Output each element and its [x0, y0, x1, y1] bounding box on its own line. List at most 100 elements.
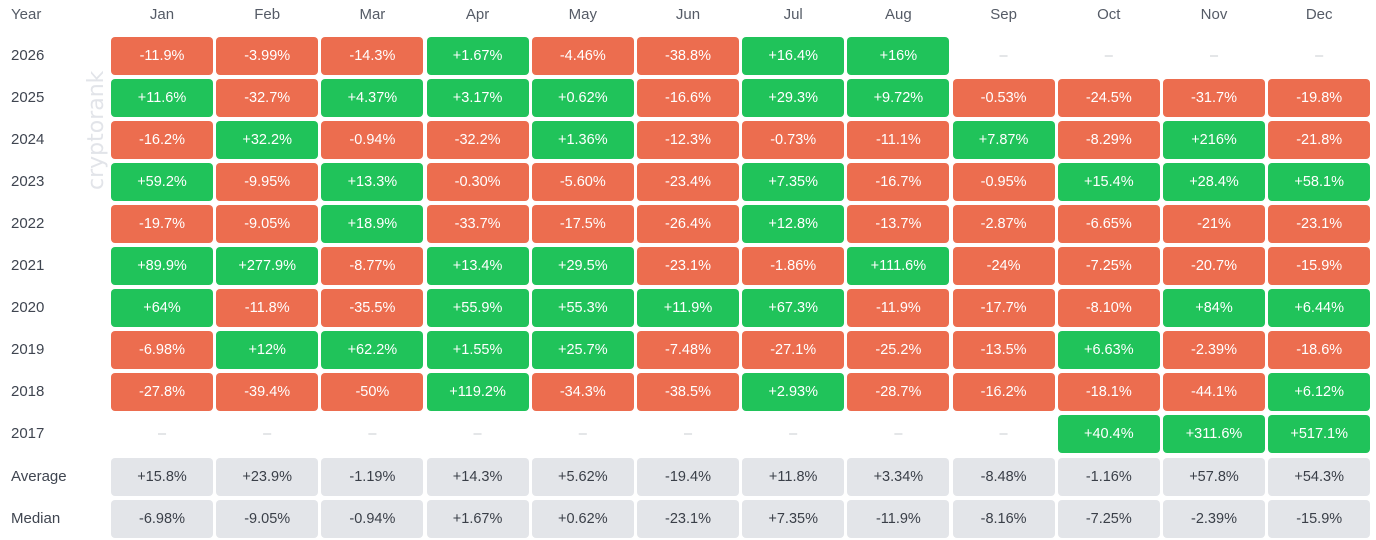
cell-2021-may: +29.5%: [531, 247, 634, 286]
cell-2025-nov: -31.7%: [1163, 79, 1265, 118]
cell-2022-nov: -21%: [1163, 205, 1265, 244]
cell-2024-sep: +7.87%: [952, 121, 1055, 160]
cell-2023-dec: +58.1%: [1268, 163, 1371, 202]
cell-2026-may: -4.46%: [531, 37, 634, 75]
cell-median-dec: -15.9%: [1268, 499, 1371, 538]
cell-median-nov: -2.39%: [1163, 499, 1265, 538]
cell-2023-nov: +28.4%: [1163, 163, 1265, 202]
cell-2019-apr: +1.55%: [426, 331, 529, 370]
cell-2021-oct: -7.25%: [1057, 247, 1160, 286]
cell-2023-feb: -9.95%: [216, 163, 319, 202]
row-label-2023: 2023: [11, 173, 45, 191]
cell-2019-nov: -2.39%: [1163, 331, 1265, 370]
cell-2020-may: +55.3%: [531, 289, 634, 328]
cell-2018-mar: -50%: [321, 373, 424, 412]
cell-2026-jul: +16.4%: [742, 37, 845, 75]
cell-2023-apr: -0.30%: [426, 163, 529, 202]
cell-2022-sep: -2.87%: [952, 205, 1055, 244]
cell-average-nov: +57.8%: [1163, 457, 1265, 496]
cell-2022-jul: +12.8%: [742, 205, 845, 244]
cell-2022-jan: -19.7%: [111, 205, 213, 244]
cell-median-jul: +7.35%: [742, 499, 845, 538]
cryptorank-watermark: cryptorank: [78, 40, 118, 190]
cell-2025-feb: -32.7%: [216, 79, 319, 118]
cell-2022-jun: -26.4%: [637, 205, 739, 244]
row-label-2019: 2019: [11, 341, 45, 359]
cell-average-may: +5.62%: [531, 457, 634, 496]
cell-2023-sep: -0.95%: [952, 163, 1055, 202]
row-label-2020: 2020: [11, 299, 45, 317]
cell-average-mar: -1.19%: [321, 457, 424, 496]
cell-median-apr: +1.67%: [426, 499, 529, 538]
cell-2021-dec: -15.9%: [1268, 247, 1371, 286]
cell-average-jun: -19.4%: [637, 457, 739, 496]
cell-2023-jun: -23.4%: [637, 163, 739, 202]
cell-2019-dec: -18.6%: [1268, 331, 1371, 370]
cell-2024-nov: +216%: [1163, 121, 1265, 160]
cell-2021-jul: -1.86%: [742, 247, 845, 286]
cell-2025-jan: +11.6%: [111, 79, 213, 118]
cell-average-oct: -1.16%: [1057, 457, 1160, 496]
cell-average-jul: +11.8%: [742, 457, 845, 496]
cell-average-aug: +3.34%: [847, 457, 950, 496]
svg-text:cryptorank: cryptorank: [84, 70, 109, 190]
cell-2020-nov: +84%: [1163, 289, 1265, 328]
cell-2020-dec: +6.44%: [1268, 289, 1371, 328]
cell-2021-aug: +111.6%: [847, 247, 950, 286]
cell-2023-aug: -16.7%: [847, 163, 950, 202]
cell-2018-jun: -38.5%: [637, 373, 739, 412]
cell-2017-apr: –: [473, 426, 482, 443]
cell-2018-oct: -18.1%: [1057, 373, 1160, 412]
cell-2019-feb: +12%: [216, 331, 319, 370]
month-header-may: May: [568, 6, 597, 23]
cell-2024-dec: -21.8%: [1268, 121, 1371, 160]
cell-2026-jun: -38.8%: [637, 37, 739, 75]
row-label-2025: 2025: [11, 89, 45, 107]
cell-2021-jan: +89.9%: [111, 247, 213, 286]
cell-2021-jun: -23.1%: [637, 247, 739, 286]
row-label-2018: 2018: [11, 383, 45, 401]
cell-2024-feb: +32.2%: [216, 121, 319, 160]
cell-2018-dec: +6.12%: [1268, 373, 1371, 412]
month-header-oct: Oct: [1097, 6, 1121, 23]
cell-2024-mar: -0.94%: [321, 121, 424, 160]
cell-2025-apr: +3.17%: [426, 79, 529, 118]
cell-average-feb: +23.9%: [216, 457, 319, 496]
cell-2026-aug: +16%: [847, 37, 950, 75]
cell-2026-jan: -11.9%: [111, 37, 213, 75]
cell-median-jan: -6.98%: [111, 499, 213, 538]
cell-2017-jun: –: [683, 426, 693, 443]
cell-2021-sep: -24%: [952, 247, 1055, 286]
row-label-2021: 2021: [11, 257, 45, 275]
cell-2019-jan: -6.98%: [111, 331, 213, 370]
cell-2017-nov: +311.6%: [1163, 415, 1265, 454]
cell-2019-jul: -27.1%: [742, 331, 845, 370]
cell-2020-jan: +64%: [111, 289, 213, 328]
year-column-header: Year: [11, 6, 42, 23]
cell-2024-jan: -16.2%: [111, 121, 213, 160]
month-header-dec: Dec: [1305, 6, 1333, 23]
cell-2025-sep: -0.53%: [952, 79, 1055, 118]
cell-2018-jul: +2.93%: [742, 373, 845, 412]
cell-2023-may: -5.60%: [531, 163, 634, 202]
cell-2017-sep: –: [999, 426, 1008, 443]
cell-2018-sep: -16.2%: [952, 373, 1055, 412]
cell-2019-jun: -7.48%: [637, 331, 739, 370]
cell-2021-nov: -20.7%: [1163, 247, 1265, 286]
cell-2026-feb: -3.99%: [216, 37, 319, 75]
cell-2026-dec: –: [1315, 48, 1324, 64]
cell-2022-mar: +18.9%: [321, 205, 424, 244]
cell-median-may: +0.62%: [531, 499, 634, 538]
cell-median-sep: -8.16%: [952, 499, 1055, 538]
cell-2022-dec: -23.1%: [1268, 205, 1371, 244]
cell-2017-dec: +517.1%: [1268, 415, 1371, 454]
month-header-nov: Nov: [1200, 6, 1228, 23]
cell-2024-aug: -11.1%: [847, 121, 950, 160]
cell-2020-aug: -11.9%: [847, 289, 950, 328]
cell-2025-mar: +4.37%: [321, 79, 424, 118]
cell-2017-mar: –: [368, 426, 377, 443]
cell-average-apr: +14.3%: [426, 457, 529, 496]
cell-2025-jun: -16.6%: [637, 79, 739, 118]
cell-median-feb: -9.05%: [216, 499, 319, 538]
